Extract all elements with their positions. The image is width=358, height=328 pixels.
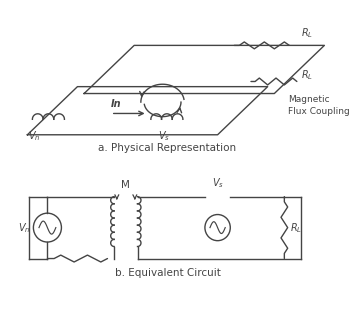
Text: $V_n$: $V_n$ [18, 221, 30, 235]
Text: $V_s$: $V_s$ [212, 177, 224, 191]
Text: $V_s$: $V_s$ [158, 130, 170, 143]
Text: M: M [121, 180, 130, 191]
Text: $V_n$: $V_n$ [28, 130, 40, 143]
Text: b. Equivalent Circuit: b. Equivalent Circuit [115, 268, 221, 278]
Text: $R_L$: $R_L$ [301, 68, 313, 82]
Text: $R_L$: $R_L$ [301, 27, 313, 40]
Text: In: In [111, 99, 121, 109]
Text: $R_L$: $R_L$ [290, 221, 303, 235]
Text: Magnetic
Flux Coupling: Magnetic Flux Coupling [288, 95, 349, 116]
Text: a. Physical Representation: a. Physical Representation [98, 143, 237, 154]
